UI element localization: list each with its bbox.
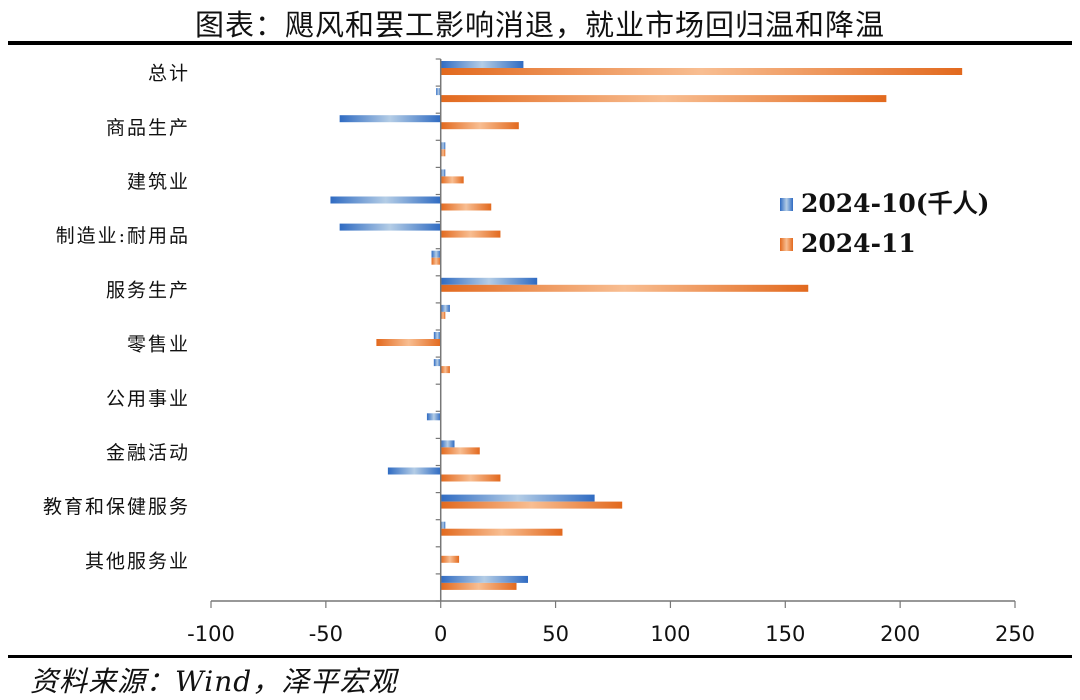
bar-oct-14 [440, 440, 455, 448]
bar-oct-16 [440, 494, 595, 502]
category-label: 其他服务业 [85, 550, 190, 572]
bar-nov-9 [440, 311, 446, 319]
bar-oct-15 [387, 467, 441, 475]
tick-label-250: 250 [995, 622, 1035, 646]
bar-nov-16 [440, 501, 623, 509]
bar-nov-4 [440, 176, 464, 184]
bar-oct-0 [440, 61, 524, 68]
category-label: 制造业:耐用品 [56, 225, 190, 247]
legend-swatch-0 [780, 198, 793, 211]
legend-label-0: 2024-10(千人) [801, 189, 989, 218]
bar-oct-1 [436, 88, 441, 96]
bar-oct-5 [330, 196, 441, 204]
tick-label-0: 0 [434, 622, 447, 646]
category-label: 商品生产 [106, 117, 190, 139]
bar-oct-17 [440, 521, 446, 529]
bar-oct-4 [440, 169, 446, 177]
tick-label--50: -50 [309, 622, 343, 646]
axis-layer [210, 58, 1016, 608]
bar-oct-6 [339, 223, 441, 231]
bar-nov-15 [440, 474, 501, 482]
tick-label-200: 200 [880, 622, 920, 646]
chart-title: 图表：飓风和罢工影响消退，就业市场回归温和降温 [194, 8, 885, 42]
tick-label-50: 50 [542, 622, 569, 646]
tick-label-100: 100 [650, 622, 690, 646]
category-label: 总计 [148, 63, 190, 85]
tick-labels: -100 -50 0 50 100 150 200 250 [187, 622, 1035, 646]
bar-oct-8 [440, 277, 538, 285]
bar-nov-0 [440, 68, 963, 75]
bar-nov-18 [440, 555, 460, 563]
bar-oct-19 [440, 575, 529, 583]
bar-oct-3 [440, 142, 446, 150]
legend-swatch-1 [780, 238, 793, 251]
category-label: 金融活动 [106, 442, 190, 464]
bar-nov-5 [440, 203, 492, 211]
category-label: 服务生产 [106, 279, 190, 301]
bar-nov-14 [440, 447, 480, 455]
bar-nov-19 [440, 582, 517, 590]
bar-oct-10 [433, 332, 441, 339]
bar-oct-7 [431, 250, 441, 258]
top-rule [8, 41, 1072, 45]
bar-nov-17 [440, 528, 563, 536]
legend-label-1: 2024-11 [801, 229, 916, 258]
legend: 2024-10(千人) 2024-11 [780, 189, 989, 258]
bar-chart: 总计商品生产建筑业制造业:耐用品服务生产零售业公用事业金融活动教育和保健服务其他… [43, 58, 1035, 646]
tick-label-150: 150 [765, 622, 805, 646]
bar-nov-1 [440, 95, 887, 103]
bar-nov-3 [440, 149, 446, 157]
bar-oct-11 [433, 359, 441, 367]
bar-oct-13 [426, 413, 441, 421]
category-label: 零售业 [127, 334, 190, 356]
bar-nov-2 [440, 122, 519, 130]
bar-nov-8 [440, 284, 809, 292]
category-label: 教育和保健服务 [43, 496, 190, 518]
category-label: 建筑业 [127, 171, 190, 193]
bar-nov-10 [376, 339, 441, 346]
bars-layer [330, 61, 963, 590]
bottom-rule [8, 655, 1072, 658]
tick-label--100: -100 [187, 622, 235, 646]
bar-nov-6 [440, 230, 501, 238]
bar-oct-2 [339, 115, 441, 123]
bar-nov-11 [440, 366, 450, 374]
bar-oct-9 [440, 304, 450, 312]
category-labels: 总计商品生产建筑业制造业:耐用品服务生产零售业公用事业金融活动教育和保健服务其他… [43, 63, 190, 573]
category-label: 公用事业 [106, 388, 190, 410]
source-note: 资料来源：Wind，泽平宏观 [30, 665, 398, 698]
bar-nov-7 [431, 257, 441, 265]
